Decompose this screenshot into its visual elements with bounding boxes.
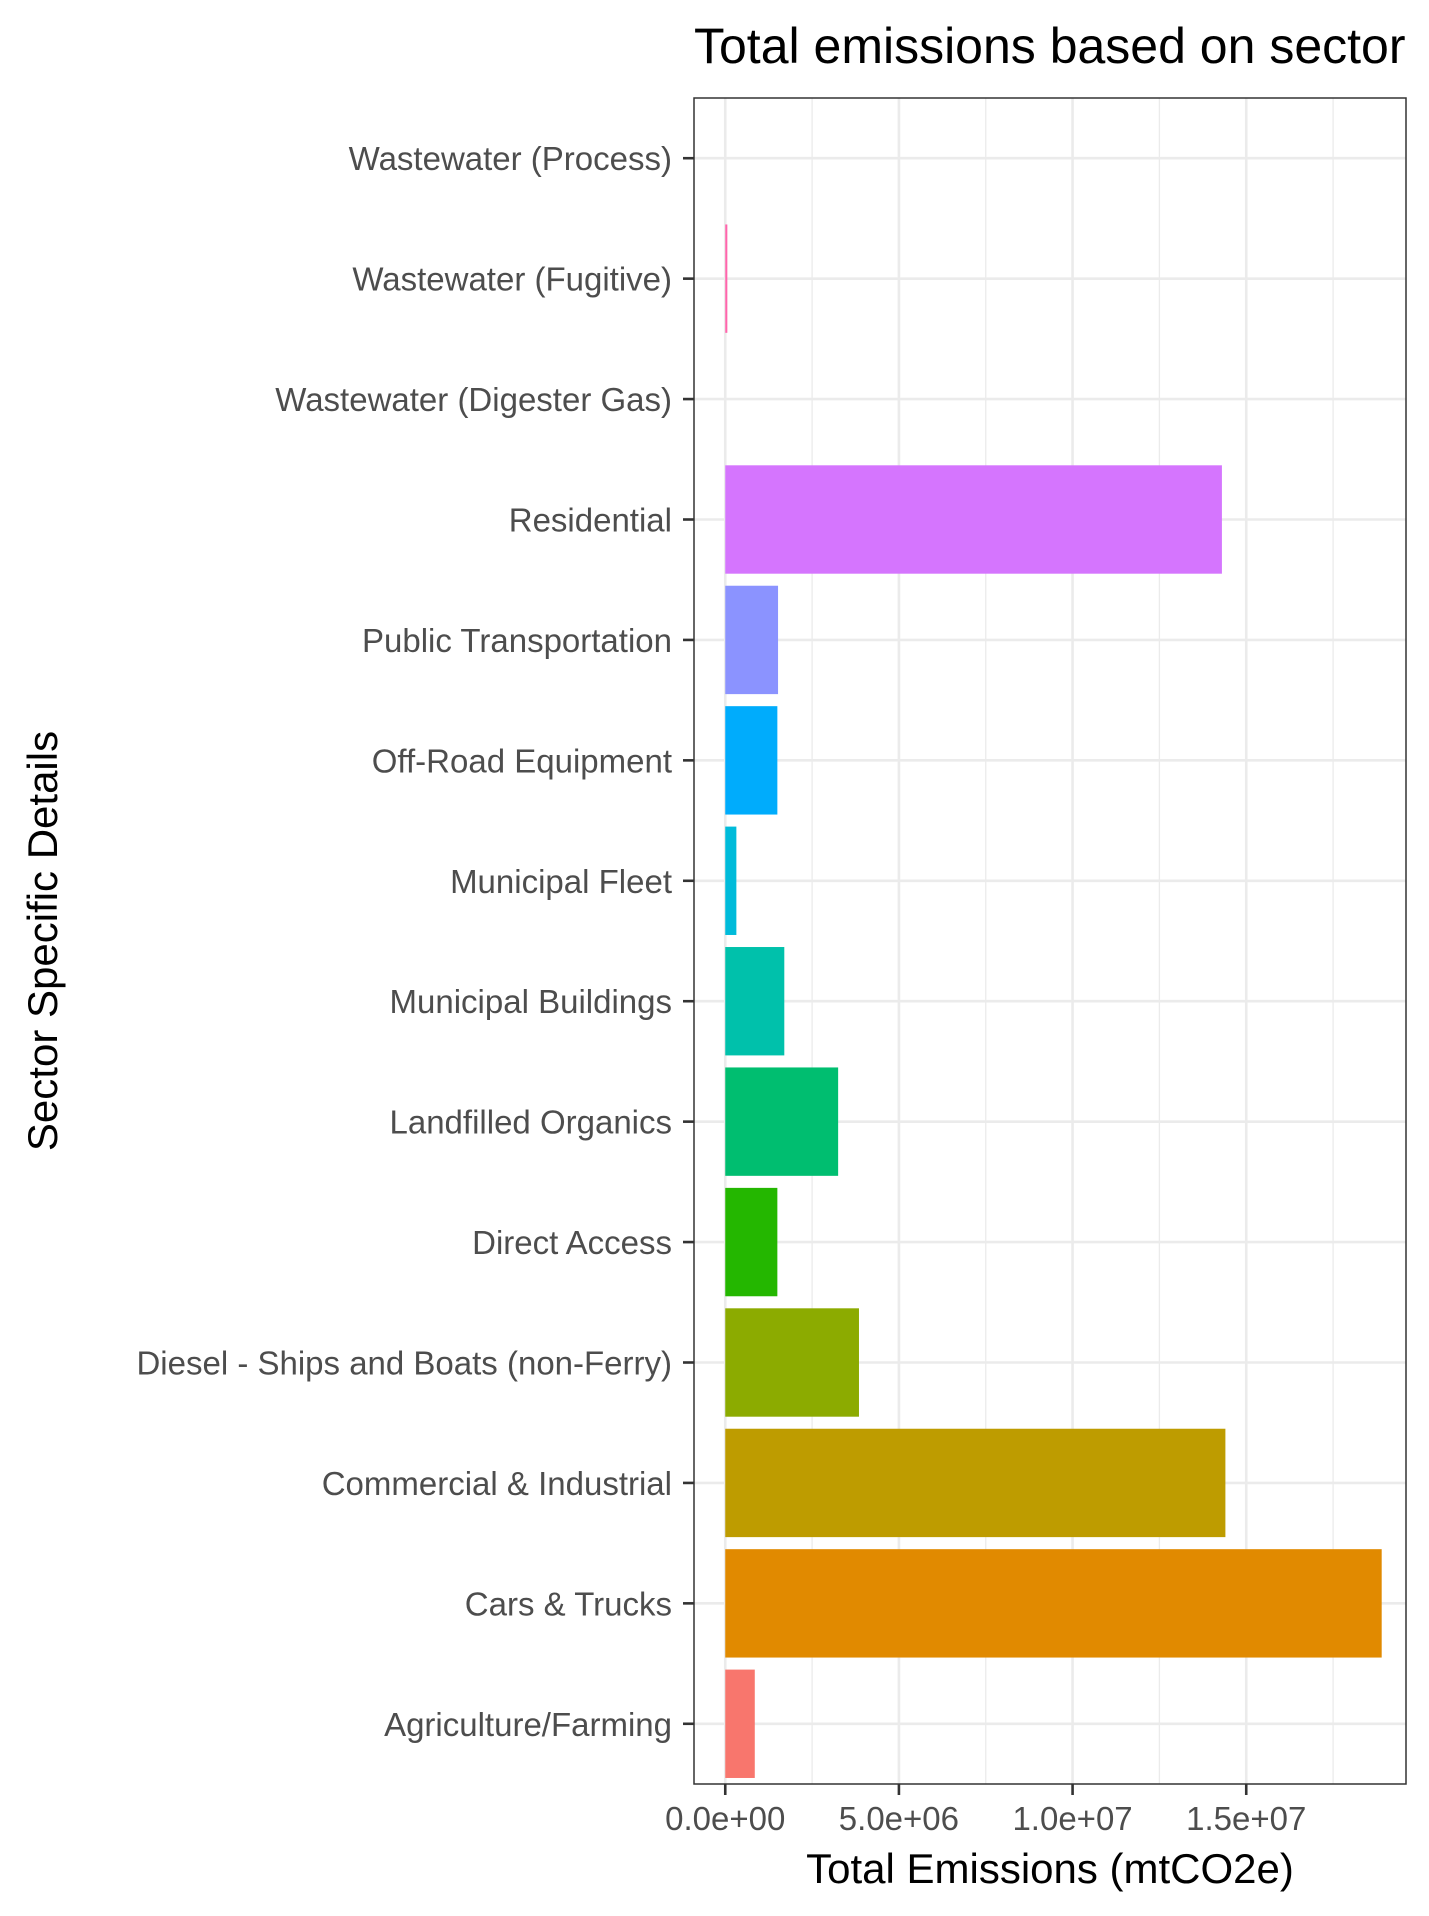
y-axis-title: Sector Specific Details <box>19 731 66 1151</box>
y-tick-label: Wastewater (Digester Gas) <box>275 381 672 418</box>
y-tick-label: Public Transportation <box>362 622 672 659</box>
y-tick-label: Cars & Trucks <box>465 1585 672 1622</box>
x-tick-label: 1.5e+07 <box>1186 1800 1306 1837</box>
y-tick-label: Agriculture/Farming <box>384 1706 672 1743</box>
y-tick-label: Wastewater (Process) <box>349 140 672 177</box>
bar-6 <box>725 1067 839 1176</box>
bar-8 <box>725 826 737 935</box>
y-tick-label: Commercial & Industrial <box>322 1465 672 1502</box>
x-axis: 0.0e+00 5.0e+06 1.0e+07 1.5e+07 <box>665 1784 1306 1837</box>
bars <box>725 224 1382 1778</box>
x-tick-label: 1.0e+07 <box>1012 1800 1132 1837</box>
y-tick-label: Residential <box>509 502 672 539</box>
y-tick-label: Municipal Fleet <box>450 863 672 900</box>
x-tick-label: 5.0e+06 <box>839 1800 959 1837</box>
y-tick-label: Municipal Buildings <box>390 983 672 1020</box>
y-axis: Agriculture/Farming Cars & Trucks Commerci… <box>136 140 694 1743</box>
plot-panel-border <box>693 97 1407 1785</box>
x-axis-title: Total Emissions (mtCO2e) <box>806 1845 1294 1892</box>
bar-1 <box>725 1669 755 1778</box>
bar-13 <box>725 224 728 333</box>
bar-11 <box>725 465 1222 574</box>
bar-3 <box>725 1428 1226 1538</box>
y-tick-label: Landfilled Organics <box>390 1104 673 1141</box>
bar-10 <box>725 585 779 695</box>
y-tick-label: Off-Road Equipment <box>372 742 672 779</box>
bar-4 <box>725 1308 859 1417</box>
bar-7 <box>725 947 785 1056</box>
chart-title: Total emissions based on sector <box>694 18 1405 74</box>
y-tick-label: Direct Access <box>472 1224 672 1261</box>
bar-5 <box>725 1187 778 1297</box>
y-tick-label: Diesel - Ships and Boats (non-Ferry) <box>136 1345 672 1382</box>
bar-9 <box>725 706 778 815</box>
x-tick-label: 0.0e+00 <box>665 1800 785 1837</box>
y-tick-label: Wastewater (Fugitive) <box>352 261 672 298</box>
bar-2 <box>725 1549 1382 1658</box>
